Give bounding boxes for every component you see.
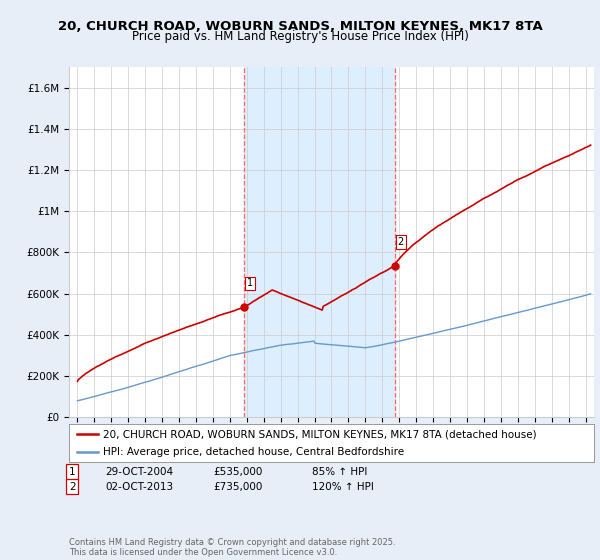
Text: 85% ↑ HPI: 85% ↑ HPI [312,467,367,477]
Text: 29-OCT-2004: 29-OCT-2004 [105,467,173,477]
Text: Price paid vs. HM Land Registry's House Price Index (HPI): Price paid vs. HM Land Registry's House … [131,30,469,43]
Text: 20, CHURCH ROAD, WOBURN SANDS, MILTON KEYNES, MK17 8TA (detached house): 20, CHURCH ROAD, WOBURN SANDS, MILTON KE… [103,429,537,439]
Text: £735,000: £735,000 [213,482,262,492]
Text: 2: 2 [69,482,76,492]
Text: HPI: Average price, detached house, Central Bedfordshire: HPI: Average price, detached house, Cent… [103,447,404,457]
Bar [244,67,395,417]
Text: 1: 1 [69,467,76,477]
Text: £535,000: £535,000 [213,467,262,477]
Text: Contains HM Land Registry data © Crown copyright and database right 2025.
This d: Contains HM Land Registry data © Crown c… [69,538,395,557]
Text: 1: 1 [247,278,253,288]
Text: 20, CHURCH ROAD, WOBURN SANDS, MILTON KEYNES, MK17 8TA: 20, CHURCH ROAD, WOBURN SANDS, MILTON KE… [58,20,542,33]
Text: 2: 2 [398,237,404,248]
Text: 120% ↑ HPI: 120% ↑ HPI [312,482,374,492]
Text: 02-OCT-2013: 02-OCT-2013 [105,482,173,492]
